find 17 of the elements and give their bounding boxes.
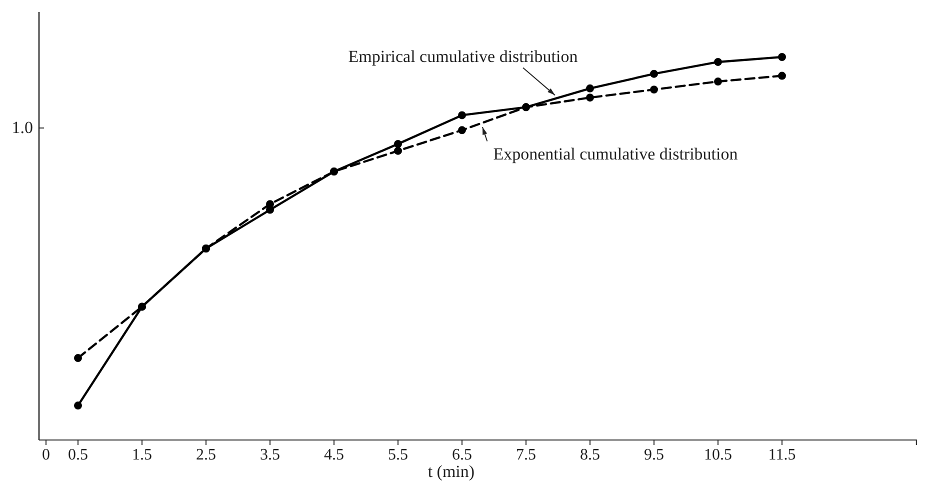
x-tick-label: 0 bbox=[42, 446, 50, 464]
x-tick-label: 7.5 bbox=[516, 446, 536, 464]
x-tick-label: 11.5 bbox=[768, 446, 796, 464]
x-tick-label: 10.5 bbox=[704, 446, 732, 464]
series-label: Empirical cumulative distribution bbox=[348, 46, 578, 66]
x-axis-title: t (min) bbox=[428, 462, 475, 481]
x-tick-label: 5.5 bbox=[388, 446, 408, 464]
x-tick-label: 0.5 bbox=[68, 446, 88, 464]
x-tick-label: 1.5 bbox=[132, 446, 152, 464]
x-tick-label: 6.5 bbox=[452, 446, 472, 464]
x-tick-label: 4.5 bbox=[324, 446, 344, 464]
x-tick-label: 2.5 bbox=[196, 446, 216, 464]
x-tick-label: 8.5 bbox=[580, 446, 600, 464]
x-tick-label: 3.5 bbox=[260, 446, 280, 464]
text: 1.0 bbox=[12, 118, 33, 137]
series-label: Exponential cumulative distribution bbox=[493, 144, 738, 164]
x-tick-label: 9.5 bbox=[644, 446, 664, 464]
